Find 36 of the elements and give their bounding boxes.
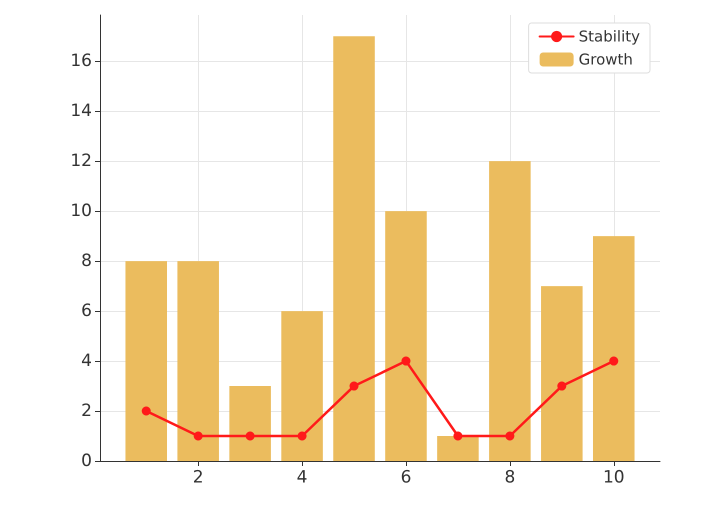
bar bbox=[437, 436, 479, 461]
legend-label: Growth bbox=[578, 50, 633, 68]
point bbox=[142, 406, 151, 416]
y-tick-label: 14 bbox=[70, 101, 92, 122]
bar bbox=[385, 211, 427, 461]
legend-label: Stability bbox=[578, 28, 640, 46]
point bbox=[246, 432, 255, 441]
point bbox=[609, 356, 618, 366]
y-tick-label: 16 bbox=[70, 51, 92, 72]
y-tick-label: 0 bbox=[81, 451, 92, 471]
x-tick-label: 4 bbox=[296, 468, 308, 488]
point bbox=[298, 432, 307, 441]
x-tick-label: 8 bbox=[504, 468, 516, 488]
point bbox=[557, 382, 566, 391]
y-tick-label: 2 bbox=[81, 401, 92, 422]
bar bbox=[281, 311, 323, 461]
x-tick-label: 6 bbox=[400, 468, 412, 488]
x-tick-label: 10 bbox=[602, 468, 625, 488]
point bbox=[401, 356, 410, 366]
point bbox=[350, 382, 359, 391]
bar bbox=[592, 236, 635, 461]
x-tick-label: 2 bbox=[192, 468, 204, 488]
bar bbox=[177, 261, 219, 461]
bar bbox=[489, 161, 531, 461]
y-tick-label: 6 bbox=[81, 301, 92, 322]
bar bbox=[229, 386, 271, 461]
y-tick-label: 4 bbox=[81, 351, 92, 372]
bar bbox=[125, 261, 168, 461]
y-tick-label: 8 bbox=[81, 251, 92, 272]
bar bbox=[333, 36, 375, 461]
y-tick-label: 10 bbox=[70, 201, 92, 222]
point bbox=[453, 432, 462, 441]
point bbox=[505, 432, 514, 441]
bar bbox=[541, 286, 583, 461]
y-tick-label: 12 bbox=[70, 151, 92, 172]
point bbox=[194, 432, 203, 441]
